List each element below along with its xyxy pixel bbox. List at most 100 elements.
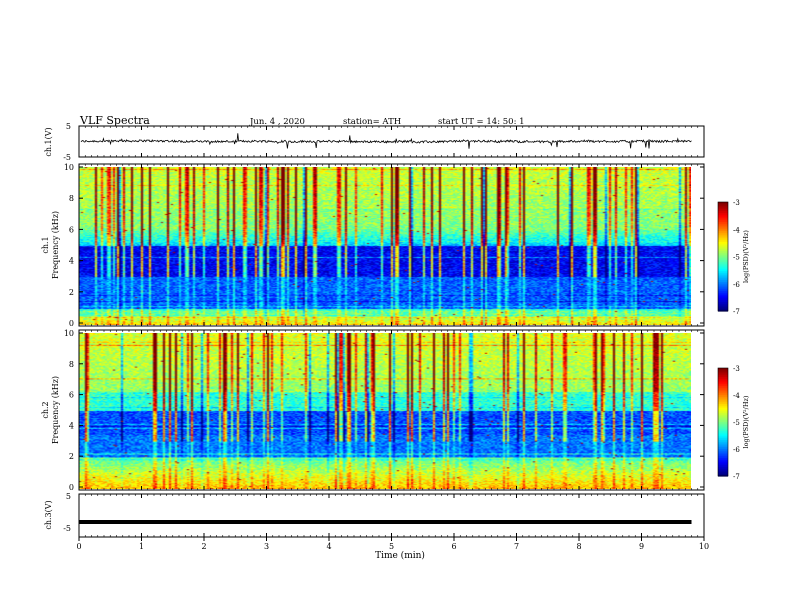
ch1-colorbar-cell (718, 214, 728, 218)
ch2-channel-label: ch.2 (41, 401, 50, 418)
ch1-colorbar-cell (718, 231, 728, 234)
ch1-colorbar-cell (718, 301, 728, 305)
ch2-colorbar-tick: -7 (733, 473, 740, 481)
ch2-colorbar-cell (718, 391, 728, 394)
ch2-colorbar-frame (717, 367, 729, 477)
ch1-colorbar-cell (718, 283, 728, 287)
time-axis-tick-label: 8 (576, 542, 581, 551)
ch1-spectrogram-ytick-label: 10 (64, 163, 74, 172)
ch1-colorbar-cell (718, 289, 728, 292)
ch2-colorbar-cell (718, 454, 728, 457)
ch1-colorbar-cell (718, 285, 728, 288)
ch1-colorbar-cell (718, 278, 728, 281)
ch2-colorbar-cell (718, 371, 728, 374)
ch1-colorbar-cell (718, 260, 728, 263)
ch2-colorbar-cell (718, 422, 728, 425)
ch2-colorbar-cell (718, 378, 728, 382)
ch2-colorbar-cell (718, 449, 728, 452)
ch1-colorbar-cell (718, 272, 728, 276)
ch1-colorbar-cell (718, 236, 728, 239)
ch2-colorbar-cell (718, 416, 728, 419)
ch1-colorbar-label: log(PSD)(V²/Hz) (742, 230, 750, 283)
ch2-colorbar-tick: -3 (733, 365, 740, 373)
ch2-colorbar-cell (718, 440, 728, 443)
ch3-ytick-bottom: -5 (63, 524, 71, 533)
ch1-colorbar-cell (718, 221, 728, 225)
ch2-colorbar-cell (718, 380, 728, 383)
ch2-colorbar-cell (718, 407, 728, 410)
ch1-spectrogram-ytick-label: 6 (69, 225, 74, 234)
ch1-colorbar-cell (718, 218, 728, 221)
ch2-colorbar-cell (718, 418, 728, 421)
date-label: Jun. 4 , 2020 (249, 117, 305, 127)
figure-title: VLF Spectra (79, 114, 150, 127)
time-axis-tick-label: 1 (139, 542, 144, 551)
ch1-colorbar-cell (718, 300, 728, 303)
time-axis-tick-label: 9 (639, 542, 644, 551)
ch1-colorbar-cell (718, 223, 728, 227)
ch1-colorbar-cell (718, 243, 728, 247)
ch1-waveform-line (80, 133, 692, 149)
ch1-colorbar-cell (718, 267, 728, 270)
time-axis: 0 1 2 3 4 5 6 7 8 9 10 (76, 126, 709, 551)
ch1-spectrogram-heatmap (79, 167, 691, 325)
ch2-colorbar-cell (718, 386, 728, 389)
ch2-colorbar-cell (718, 405, 728, 409)
ch1-spectrogram-ytick-label: 2 (69, 288, 74, 297)
ch2-colorbar-cell (718, 432, 728, 436)
ch1-colorbar-cell (718, 232, 728, 236)
ch2-colorbar-tick: -4 (733, 392, 740, 400)
ch1-colorbar-cell (718, 292, 728, 296)
ch2-colorbar-cell (718, 467, 728, 470)
ch1-colorbar-cell (718, 225, 728, 229)
ch1-colorbar-cell (718, 294, 728, 298)
ch1-colorbar-cell (718, 216, 728, 219)
time-axis-tick-label: 7 (514, 542, 519, 551)
ch1-colorbar-cell (718, 256, 728, 259)
ch1-colorbar-cell (718, 291, 728, 294)
ch2-colorbar-cell (718, 450, 728, 454)
ch2-colorbar-cell (718, 402, 728, 405)
ch2-colorbar-cell (718, 468, 728, 472)
time-axis-tick-label: 3 (264, 542, 269, 551)
ch1-colorbar-cell (718, 303, 728, 307)
ch2-colorbar-cell (718, 398, 728, 401)
ch2-colorbar-tick: -5 (733, 419, 740, 427)
ch2-colorbar-cell (718, 423, 728, 427)
ch2-colorbar-cell (718, 414, 728, 418)
ch1-colorbar-cell (718, 296, 728, 299)
ch1-colorbar-cell (718, 205, 728, 209)
ch2-colorbar-cell (718, 409, 728, 412)
ch1-colorbar-cell (718, 207, 728, 210)
ch1-waveform-ylabel: ch.1(V) (44, 127, 53, 156)
ch1-colorbar-cell (718, 307, 728, 310)
ch1-colorbar-cell (718, 271, 728, 274)
ch1-spectrogram-ytick-label: 0 (69, 319, 74, 328)
ch2-spectrogram-heatmap (79, 333, 691, 489)
ch2-colorbar-cell (718, 447, 728, 450)
ch1-ytick-top: 5 (66, 122, 71, 131)
ch1-colorbar-tick: -7 (733, 308, 740, 316)
ch1-colorbar-cell (718, 234, 728, 238)
ch2-colorbar-cell (718, 429, 728, 432)
ch1-colorbar-cell (718, 274, 728, 278)
ch3-waveform-ylabel: ch.3(V) (44, 500, 53, 529)
ch2-colorbar-cell (718, 393, 728, 396)
ch2-colorbar-cell (718, 411, 728, 414)
ch2-spectrogram-ytick-label: 4 (69, 421, 74, 430)
ch2-frequency-label: Frequency (kHz) (51, 376, 60, 444)
time-axis-tick-label: 10 (699, 542, 709, 551)
ch1-colorbar-cell (718, 280, 728, 283)
ch2-colorbar-cell (718, 389, 728, 392)
ch2-colorbar-cell (718, 452, 728, 455)
ch1-spectrogram-panel: 0 2 4 6 8 10 ch.1 Frequency (kHz) -3 -4 -5 -6 -7 l… (41, 163, 750, 328)
ch2-colorbar-label: log(PSD)(V²/Hz) (742, 395, 750, 448)
time-axis-tick-label: 0 (76, 542, 81, 551)
ch2-colorbar-cell (718, 441, 728, 445)
ch1-ytick-bottom: -5 (63, 153, 71, 162)
ch1-colorbar-cell (718, 276, 728, 279)
ch2-colorbar-cell (718, 470, 728, 473)
ch2-colorbar-cell (718, 427, 728, 430)
ch2-colorbar-cell (718, 373, 728, 376)
ch2-colorbar-cell (718, 458, 728, 461)
